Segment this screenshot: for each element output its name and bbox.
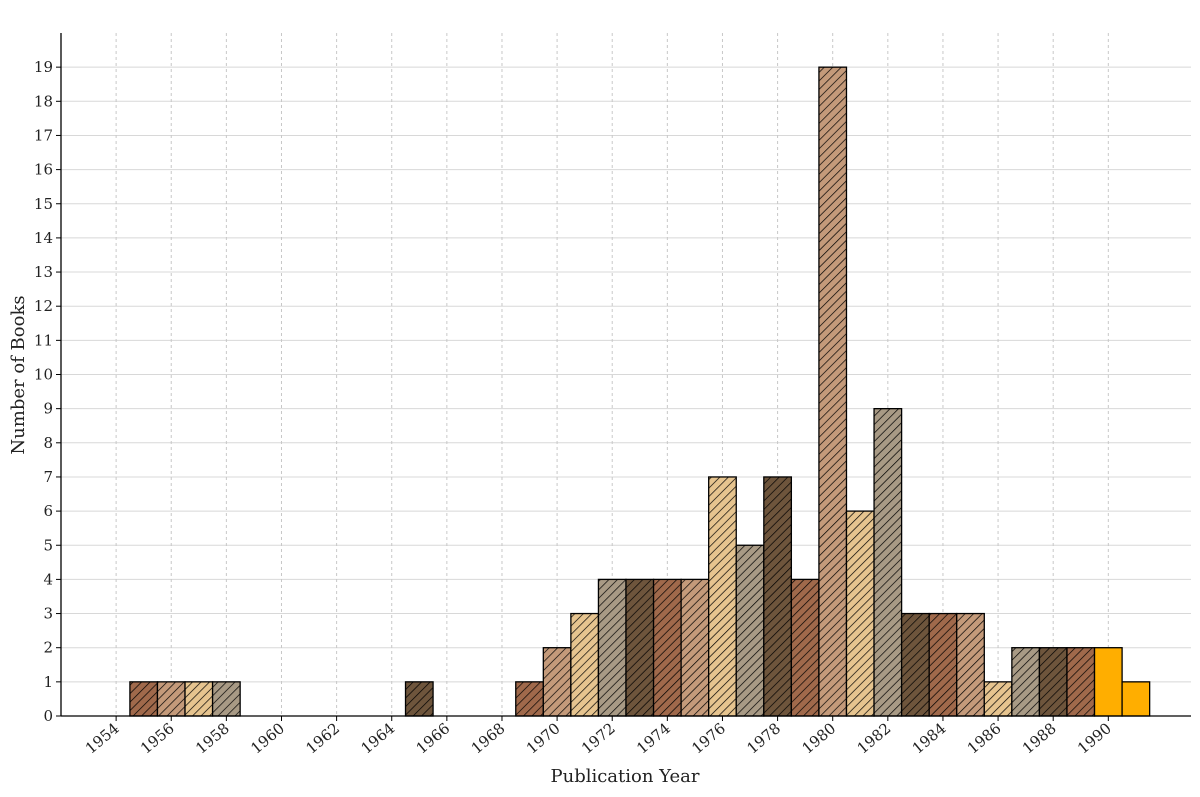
x-tick-label: 1974 [633, 719, 674, 757]
x-tick-label: 1960 [247, 719, 288, 757]
bar-1969 [515, 681, 544, 717]
y-tick-label: 2 [43, 639, 53, 657]
bar-1974 [652, 578, 682, 717]
y-tick-label: 18 [34, 92, 53, 110]
y-tick-label: 14 [34, 229, 53, 247]
x-tick-label: 1982 [854, 719, 895, 757]
bar-1979 [790, 578, 820, 717]
bar-1983 [900, 612, 930, 717]
y-tick-label: 10 [34, 366, 53, 384]
y-tick-label: 19 [34, 58, 53, 76]
bar-1972 [597, 578, 627, 717]
bar-1987 [1011, 647, 1041, 717]
x-tick-label: 1954 [82, 719, 123, 757]
x-tick-label: 1988 [1019, 719, 1060, 757]
y-tick-label: 1 [43, 673, 53, 691]
bar-1976 [708, 476, 737, 717]
x-tick-label: 1978 [743, 719, 784, 757]
bar-1973 [625, 578, 655, 717]
bar-1988 [1038, 647, 1068, 717]
bar-1982 [873, 407, 903, 717]
bar-1971 [570, 612, 600, 717]
bar-1975 [680, 578, 710, 717]
x-tick-label: 1984 [909, 719, 950, 757]
x-tick-label: 1968 [468, 719, 509, 757]
y-tick-label: 4 [43, 570, 53, 588]
y-tick-label: 16 [34, 161, 53, 179]
y-tick-label: 12 [34, 297, 53, 315]
y-tick-label: 3 [43, 605, 53, 623]
x-tick-label: 1956 [137, 719, 178, 757]
y-tick-label: 6 [43, 502, 53, 520]
x-tick-label: 1976 [688, 719, 729, 757]
y-tick-label: 7 [43, 468, 53, 486]
bar-1958 [211, 681, 241, 717]
bar-1956 [156, 681, 186, 717]
y-tick-label: 17 [34, 126, 53, 144]
bar-1977 [735, 544, 765, 717]
x-axis-title: Publication Year [550, 766, 699, 787]
bar-1970 [542, 647, 572, 717]
x-tick-label: 1970 [523, 719, 564, 757]
axes [56, 33, 1191, 721]
y-tick-label: 8 [43, 434, 53, 452]
x-tick-label: 1980 [798, 719, 839, 757]
bars [129, 66, 1151, 717]
y-axis-title: Number of Books [8, 295, 29, 454]
y-tick-label: 11 [34, 331, 53, 349]
bar-1978 [763, 476, 793, 717]
bar-1986 [983, 681, 1013, 717]
grid-lines [61, 33, 1191, 716]
x-tick-label: 1964 [357, 719, 398, 757]
y-tick-label: 0 [43, 707, 53, 725]
bar-1957 [184, 681, 214, 717]
x-tick-label: 1966 [413, 719, 454, 757]
bar-1990 [1093, 647, 1123, 717]
x-tick-label: 1972 [578, 719, 619, 757]
bar-1955 [129, 681, 159, 717]
bar-1985 [956, 612, 985, 717]
x-tick-label: 1958 [192, 719, 233, 757]
bar-1991 [1121, 681, 1151, 717]
x-tick-label: 1990 [1074, 719, 1115, 757]
bar-1981 [845, 510, 875, 717]
bar-1965 [404, 681, 434, 717]
y-tick-label: 13 [34, 263, 53, 281]
y-tick-label: 15 [34, 195, 53, 213]
bar-1980 [818, 66, 848, 717]
x-tick-label: 1962 [302, 719, 343, 757]
y-tick-label: 5 [43, 536, 53, 554]
x-tick-label: 1986 [964, 719, 1005, 757]
bar-1984 [928, 612, 958, 717]
bar-1989 [1066, 647, 1096, 717]
y-tick-label: 9 [43, 400, 53, 418]
